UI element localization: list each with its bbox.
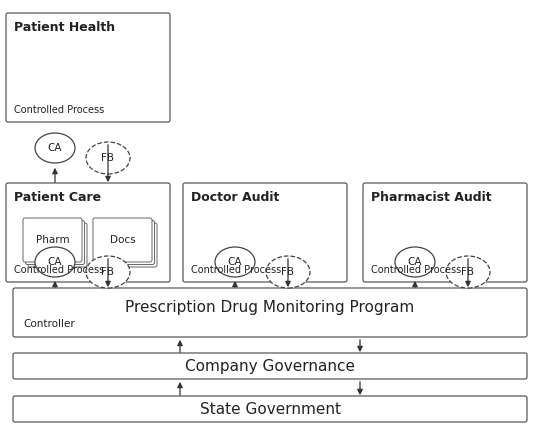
Text: Pharmacist Audit: Pharmacist Audit xyxy=(371,191,491,204)
Ellipse shape xyxy=(86,256,130,288)
Text: State Government: State Government xyxy=(199,401,341,416)
Text: CA: CA xyxy=(228,257,242,267)
FancyBboxPatch shape xyxy=(13,353,527,379)
Text: Prescription Drug Monitoring Program: Prescription Drug Monitoring Program xyxy=(125,300,415,315)
Text: Doctor Audit: Doctor Audit xyxy=(191,191,279,204)
Text: Controlled Process: Controlled Process xyxy=(371,265,461,275)
FancyBboxPatch shape xyxy=(98,223,157,267)
FancyBboxPatch shape xyxy=(23,218,82,262)
FancyBboxPatch shape xyxy=(363,183,527,282)
Text: CA: CA xyxy=(48,143,62,153)
Text: Docs: Docs xyxy=(110,235,136,245)
Text: Patient Health: Patient Health xyxy=(14,21,115,34)
FancyBboxPatch shape xyxy=(96,220,154,265)
Text: Patient Care: Patient Care xyxy=(14,191,101,204)
FancyBboxPatch shape xyxy=(25,220,84,265)
FancyBboxPatch shape xyxy=(13,396,527,422)
FancyBboxPatch shape xyxy=(183,183,347,282)
Text: CA: CA xyxy=(48,257,62,267)
Text: FB: FB xyxy=(102,153,114,163)
FancyBboxPatch shape xyxy=(6,13,170,122)
Ellipse shape xyxy=(86,142,130,174)
Ellipse shape xyxy=(395,247,435,277)
Text: Controller: Controller xyxy=(23,319,75,329)
Ellipse shape xyxy=(35,133,75,163)
Ellipse shape xyxy=(266,256,310,288)
Text: FB: FB xyxy=(102,267,114,277)
Text: CA: CA xyxy=(408,257,422,267)
FancyBboxPatch shape xyxy=(93,218,152,262)
Ellipse shape xyxy=(446,256,490,288)
FancyBboxPatch shape xyxy=(28,223,87,267)
FancyBboxPatch shape xyxy=(6,183,170,282)
Ellipse shape xyxy=(35,247,75,277)
Text: Controlled Process: Controlled Process xyxy=(191,265,281,275)
Text: Company Governance: Company Governance xyxy=(185,359,355,374)
Text: Controlled Process: Controlled Process xyxy=(14,105,104,115)
Text: FB: FB xyxy=(462,267,475,277)
Ellipse shape xyxy=(215,247,255,277)
Text: Controlled Process: Controlled Process xyxy=(14,265,104,275)
Text: Pharm: Pharm xyxy=(36,235,69,245)
FancyBboxPatch shape xyxy=(13,288,527,337)
Text: FB: FB xyxy=(281,267,294,277)
